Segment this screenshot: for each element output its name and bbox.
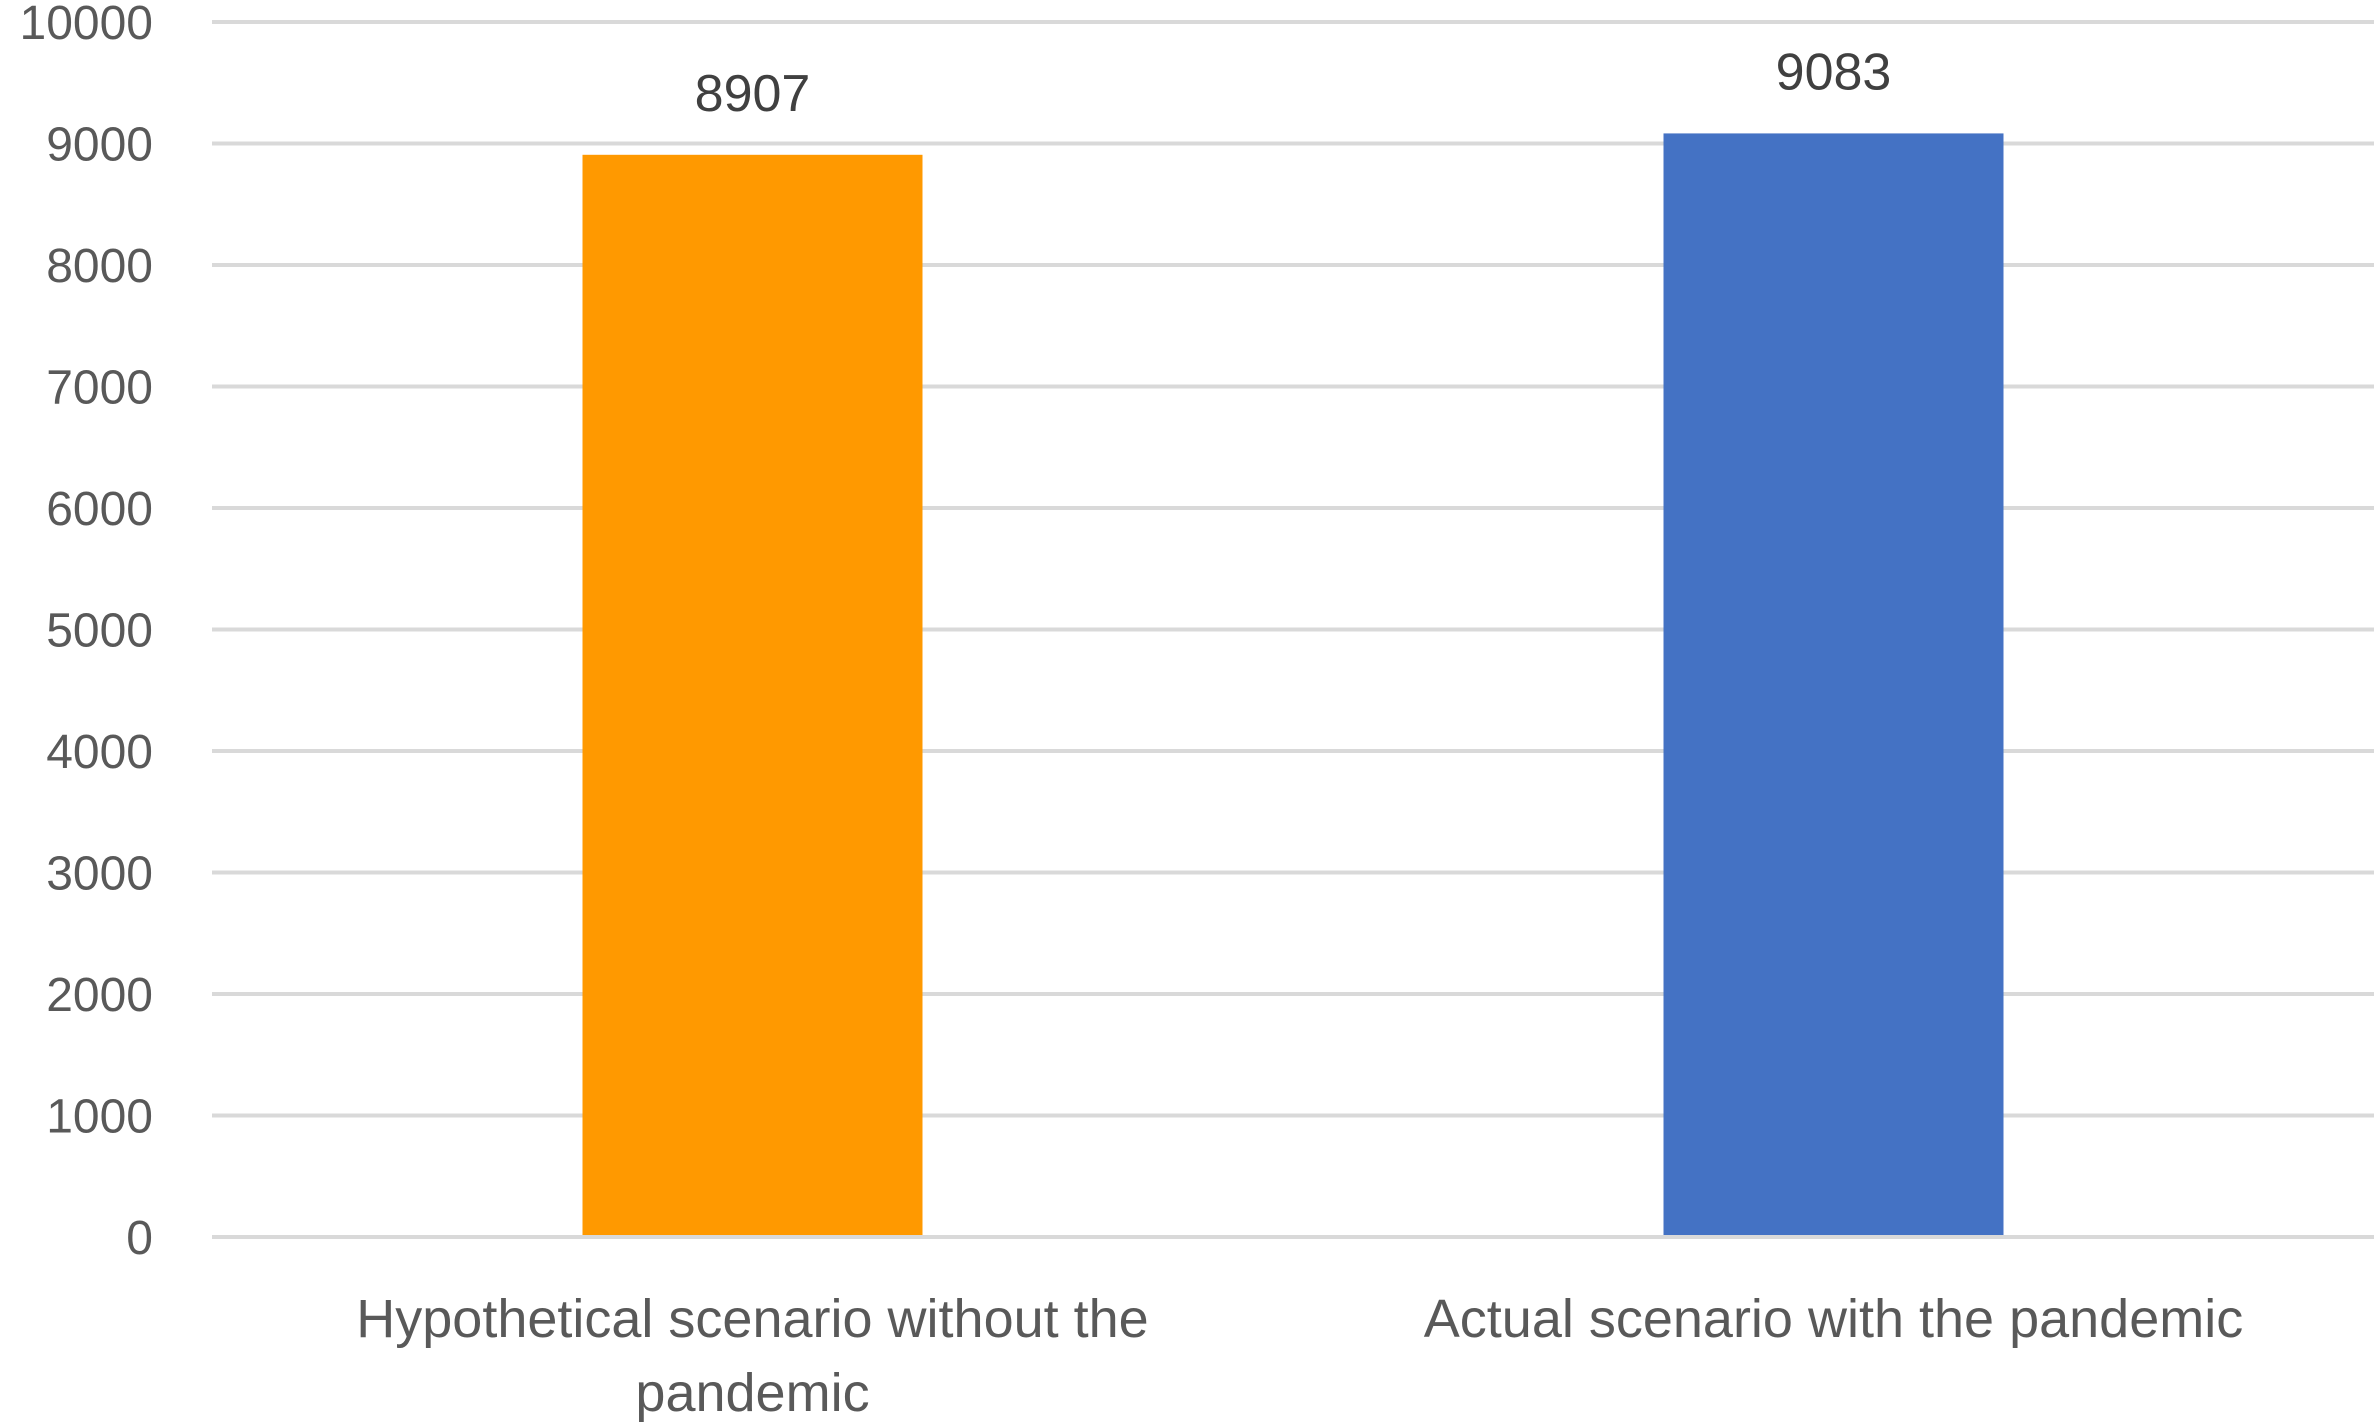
x-axis-category-labels: Hypothetical scenario without the pandemi…: [356, 1289, 2243, 1423]
category-label-1-line-1: Hypothetical scenario without the: [356, 1289, 1148, 1349]
bar-1: [582, 154, 923, 1237]
y-tick-label-8000: 8000: [46, 240, 153, 293]
y-tick-label-10000: 10000: [20, 0, 153, 50]
category-label-2-line-1: Actual scenario with the pandemic: [1424, 1289, 2243, 1349]
y-tick-label-2000: 2000: [46, 969, 153, 1022]
y-tick-label-9000: 9000: [46, 119, 153, 172]
y-tick-label-1000: 1000: [46, 1091, 153, 1144]
y-tick-label-7000: 7000: [46, 362, 153, 415]
data-label-2: 9083: [1776, 43, 1892, 101]
y-axis-tick-labels: 0 1000 2000 3000 4000 5000 6000 7000 8000 9000 100…: [20, 0, 153, 1265]
data-labels: 8907 9083: [695, 43, 1892, 122]
y-tick-label-0: 0: [126, 1212, 153, 1265]
bar-2: [1663, 133, 2004, 1237]
gridlines: [212, 20, 2374, 1118]
category-label-1-line-2: pandemic: [635, 1363, 869, 1423]
y-tick-label-6000: 6000: [46, 483, 153, 536]
y-tick-label-4000: 4000: [46, 726, 153, 779]
data-label-1: 8907: [695, 65, 811, 123]
y-tick-label-3000: 3000: [46, 848, 153, 901]
bars: [582, 133, 2004, 1237]
y-tick-label-5000: 5000: [46, 605, 153, 658]
